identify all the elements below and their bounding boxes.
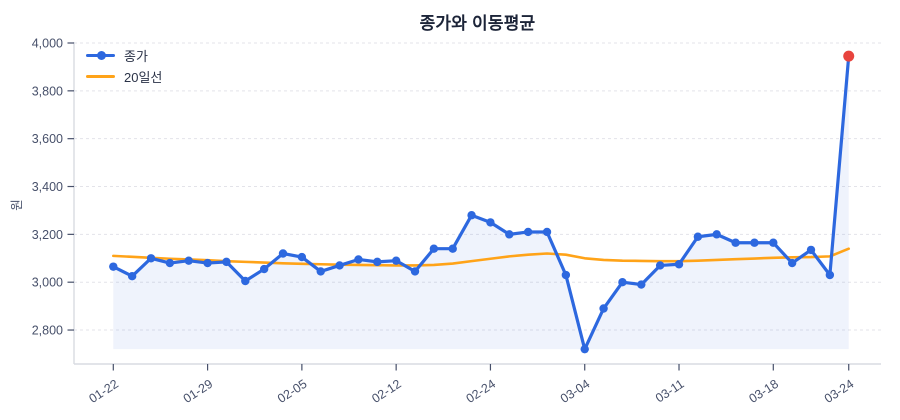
close-price-marker — [373, 257, 382, 267]
close-price-marker — [165, 258, 175, 268]
close-price-marker — [542, 227, 552, 237]
y-tick-label: 3,400 — [32, 180, 63, 194]
x-tick-label: 01-29 — [181, 377, 215, 406]
close-area-fill — [113, 56, 849, 350]
ma20-line-swatch-icon — [86, 68, 115, 84]
legend-item-close: 종가 — [86, 47, 162, 64]
y-axis-title: 원 — [10, 199, 24, 211]
close-price-marker — [467, 211, 476, 220]
x-tick-label: 02-12 — [369, 377, 403, 406]
close-price-marker — [127, 272, 137, 281]
close-price-marker — [203, 258, 212, 268]
y-tick-label: 3,800 — [32, 84, 63, 98]
close-price-marker — [297, 252, 307, 262]
close-price-marker — [580, 344, 589, 354]
close-price-marker — [599, 304, 608, 313]
chart-title: 종가와 이동평균 — [419, 14, 536, 33]
x-tick-label: 03-04 — [558, 377, 592, 406]
close-price-marker — [335, 261, 344, 270]
close-price-marker — [278, 249, 288, 258]
close-price-marker — [561, 270, 571, 280]
close-line-swatch-icon — [86, 47, 115, 63]
close-price-marker — [731, 238, 740, 247]
close-price-marker — [655, 261, 665, 270]
close-price-marker — [712, 230, 721, 239]
close-price-marker — [486, 218, 495, 227]
close-price-marker — [806, 245, 816, 255]
x-tick-label: 02-05 — [275, 377, 309, 406]
legend-label-ma20: 20일선 — [124, 69, 163, 85]
close-price-marker — [523, 227, 533, 237]
y-tick-label: 3,600 — [32, 132, 63, 146]
close-price-marker — [618, 277, 627, 287]
y-tick-label: 3,200 — [32, 228, 63, 242]
y-tick-label: 3,000 — [32, 276, 63, 290]
close-price-marker — [769, 238, 778, 247]
y-tick-label: 4,000 — [32, 37, 63, 51]
ma20-line — [112, 247, 851, 267]
close-price-marker — [429, 244, 439, 253]
close-price-marker — [448, 244, 457, 253]
latest-price-marker — [843, 50, 855, 62]
legend: 종가 20일선 — [86, 47, 163, 85]
close-price-marker — [693, 232, 703, 241]
close-price-marker — [109, 262, 118, 271]
close-price-marker — [146, 254, 156, 263]
close-price-marker — [410, 267, 420, 276]
close-price-marker — [674, 260, 684, 269]
close-price-marker — [241, 276, 250, 286]
close-price-marker — [259, 264, 269, 274]
close-price-marker — [391, 256, 401, 265]
close-price-marker — [825, 270, 835, 280]
close-price-marker — [750, 238, 759, 247]
legend-item-ma20: 20일선 — [86, 68, 163, 85]
close-price-marker — [505, 230, 514, 239]
x-tick-label: 03-24 — [822, 377, 856, 406]
x-tick-label: 03-11 — [653, 377, 687, 406]
x-tick-label: 02-24 — [464, 377, 498, 406]
close-price-marker — [354, 255, 363, 264]
close-price-marker — [184, 256, 193, 265]
x-tick-label: 01-22 — [86, 377, 120, 406]
y-tick-label: 2,800 — [32, 324, 63, 338]
close-price-marker — [222, 257, 231, 267]
close-price-line — [111, 54, 851, 351]
legend-label-close: 종가 — [124, 48, 148, 64]
x-tick-label: 03-18 — [746, 377, 780, 406]
close-price-marker — [637, 280, 646, 289]
close-price-marker — [316, 267, 325, 276]
close-price-marker — [787, 258, 797, 268]
